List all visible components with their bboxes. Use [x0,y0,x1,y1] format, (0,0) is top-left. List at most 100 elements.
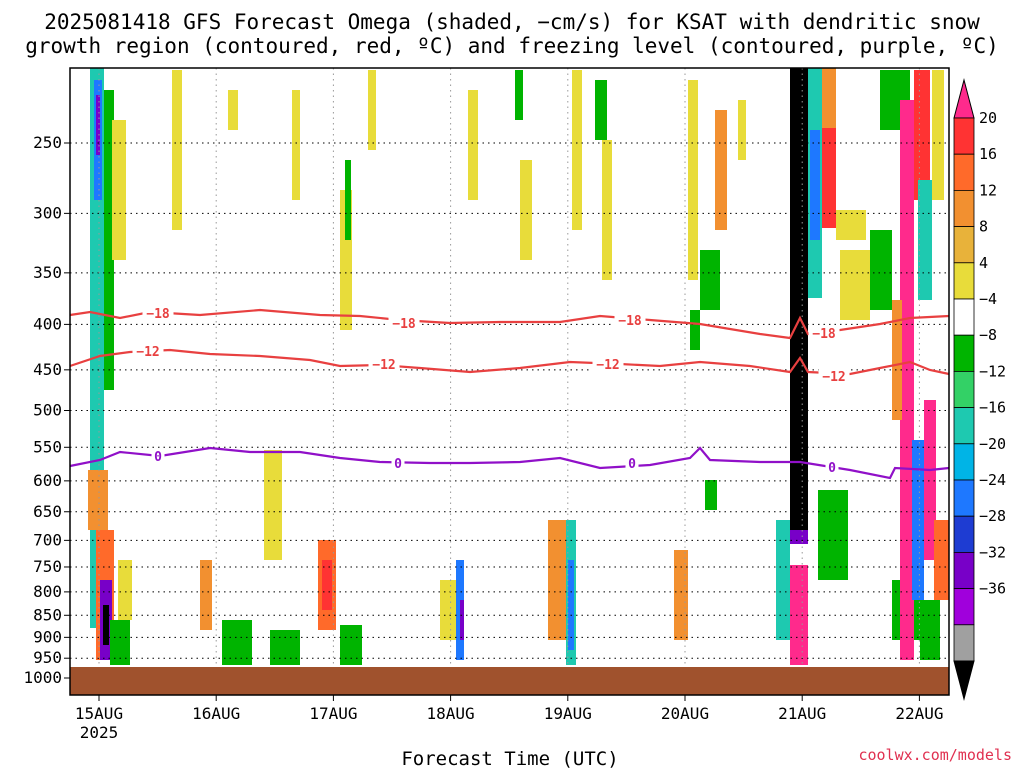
contour-label-bg [614,313,646,327]
y-tick-label: 400 [33,314,62,333]
colorbar-label: 12 [979,181,997,199]
contour-label: 0 [154,450,162,465]
contour-label-bg [818,369,850,383]
shade-cell [96,95,100,155]
x-axis-year-label: 2025 [80,723,119,742]
colorbar-label: −8 [979,326,997,344]
shade-cell [345,160,351,240]
contour-label: −12 [822,370,845,385]
colorbar-label: −24 [979,471,1006,489]
shade-cell [264,450,282,560]
shade-cell [595,80,607,140]
shade-cell [705,480,717,510]
colorbar-label: −36 [979,580,1006,598]
colorbar-label: −12 [979,362,1006,380]
y-tick-label: 550 [33,437,62,456]
shade-cell [822,68,836,128]
shade-cell [674,550,688,640]
contour-label-bg [142,306,174,320]
shade-cell [840,250,870,320]
shade-cell [836,210,866,240]
colorbar-segment [953,189,975,227]
colorbar-segment [953,624,975,662]
temperature-contours: −18 −18 −18 −18 −12 −12 −12 −12 0 0 0 0 [69,306,950,480]
contour-line-0 [69,446,950,480]
contour-label-bg [132,344,164,358]
y-tick-label: 850 [33,605,62,624]
x-axis: 15AUG 16AUG 17AUG 18AUG 19AUG 20AUG 21AUG 22AUG [75,695,943,723]
contour-label-bg [625,456,639,470]
contour-label-bg [391,456,405,470]
shade-cell [715,110,727,230]
y-tick-label: 700 [33,530,62,549]
y-tick-label: 900 [33,627,62,646]
shade-cell [172,70,182,230]
colorbar-label: 8 [979,218,988,236]
colorbar-top-arrow [953,78,975,119]
y-tick-label: 600 [33,471,62,490]
shade-cell [790,565,808,665]
shade-cell [776,520,790,640]
shade-cell [690,310,700,350]
y-tick-label: 250 [33,133,62,152]
omega-shading [88,68,949,665]
colorbar-segment [953,515,975,553]
shade-cell [104,90,114,390]
colorbar-segment [953,407,975,445]
y-axis: 250 300 350 400 450 500 550 600 650 700 750 800 850 9… [23,133,70,687]
shade-cell [103,605,109,645]
shade-cell [810,130,820,240]
colorbar-label: 16 [979,145,997,163]
y-tick-label: 1000 [23,668,62,687]
chart-title-line-2: growth region (contoured, red, ºC) and f… [25,34,999,58]
x-tick-label: 17AUG [309,704,357,723]
shade-cell [918,180,932,300]
colorbar-segment [953,226,975,264]
plot-area: −18 −18 −18 −18 −12 −12 −12 −12 0 0 0 0 [69,67,950,696]
shade-cell [88,470,108,530]
shade-cell [920,600,940,660]
shade-cell [460,600,464,640]
contour-label-bg [151,449,165,463]
y-tick-label: 500 [33,401,62,420]
contour-label-bg [825,460,839,474]
y-tick-label: 750 [33,557,62,576]
credit-text: coolwx.com/models [858,746,1012,764]
shade-cell [515,70,523,120]
contour-label: −12 [596,358,619,373]
shade-cell [818,490,848,580]
shade-cell [340,625,362,665]
contour-label: 0 [828,461,836,476]
x-tick-label: 22AUG [895,704,943,723]
colorbar-segment [953,153,975,191]
plot-border [69,67,950,696]
shade-cell [200,560,212,630]
shade-cell [892,300,902,420]
colorbar-segment [953,298,975,336]
ground-surface [70,667,949,695]
x-tick-label: 18AUG [427,704,475,723]
contour-line--12 [69,348,950,376]
y-tick-label: 950 [33,648,62,667]
contour-label: −12 [136,345,159,360]
shade-cell [934,520,949,600]
shade-cell [110,620,130,665]
colorbar-segment [953,334,975,372]
shade-cell [790,68,808,538]
x-tick-label: 21AUG [778,704,826,723]
colorbar-label: 4 [979,254,988,272]
shade-cell [602,140,612,280]
shade-cell [912,440,924,600]
colorbar-segment [953,443,975,481]
shade-cell [568,560,574,650]
shade-cell [112,120,126,260]
colorbar: 20 16 12 8 4 −4 −8 −12 −16 −20 −24 −28 −32 −36 [953,78,1006,701]
y-tick-label: 350 [33,263,62,282]
colorbar-segment [953,588,975,626]
shade-cell [228,90,238,130]
shade-cell [548,520,568,640]
y-tick-label: 450 [33,360,62,379]
colorbar-label: −4 [979,290,997,308]
shade-cell [368,70,376,150]
